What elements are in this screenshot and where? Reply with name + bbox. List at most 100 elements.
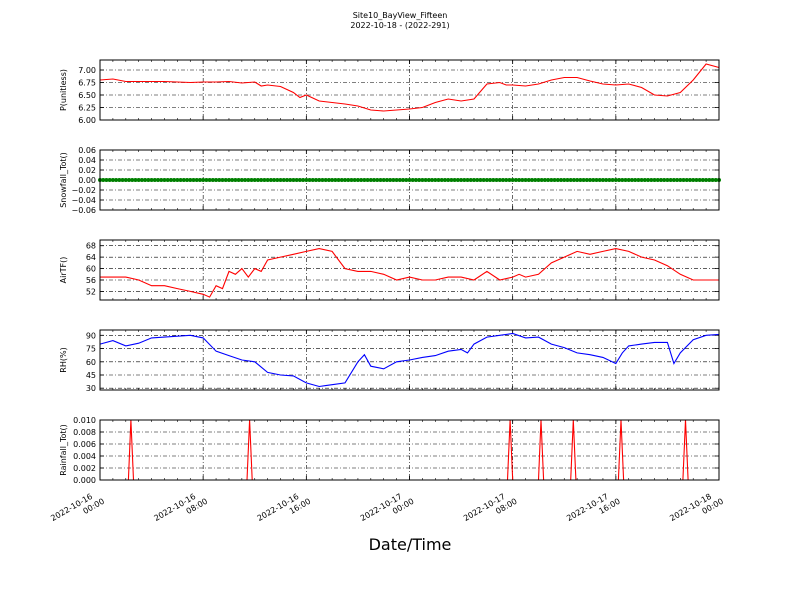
panel-4-ylabel: RH(%) — [59, 347, 68, 372]
panel-2-point — [536, 178, 541, 182]
panel-2-point — [268, 178, 273, 182]
panel-2-ylabel: Snowfall_Tot() — [59, 152, 68, 208]
panel-2-point — [375, 178, 380, 182]
panel-5-ytick-label: 0.004 — [73, 452, 96, 461]
panel-2-point — [700, 178, 705, 182]
panel-1-frame — [99, 59, 720, 121]
panel-2-point — [513, 178, 518, 182]
panel-2-point — [114, 178, 119, 182]
panel-2-point — [223, 178, 228, 182]
panel-2-point — [243, 178, 248, 182]
panel-2-point — [188, 178, 193, 182]
panel-2-point — [210, 178, 215, 182]
panel-2-point — [671, 178, 676, 182]
panel-3-ylabel: AirTF() — [59, 257, 68, 284]
panel-2-point — [365, 178, 370, 182]
panel-2-point — [510, 178, 515, 182]
panel-2-point — [359, 178, 364, 182]
panel-2-point — [349, 178, 354, 182]
panel-2-point — [455, 178, 460, 182]
panel-2-point — [468, 178, 473, 182]
panel-2-ytick-label: −0.02 — [71, 186, 96, 195]
panel-1-ytick-label: 7.00 — [78, 66, 96, 75]
panel-2-point — [194, 178, 199, 182]
panel-2-point — [494, 178, 499, 182]
panel-2-point — [275, 178, 280, 182]
panel-4-ytick-label: 90 — [86, 331, 96, 340]
panel-2-point — [607, 178, 612, 182]
panel-2-point — [326, 178, 331, 182]
panel-2-point — [230, 178, 235, 182]
panel-2-point — [697, 178, 702, 182]
panel-2-point — [120, 178, 125, 182]
x-tick-label: 2022-10-1600:00 — [49, 488, 106, 532]
panel-1-ylabel: P(unitless) — [59, 69, 68, 111]
panel-2-point — [346, 178, 351, 182]
panel-2-point — [220, 178, 225, 182]
panel-2-point — [407, 178, 412, 182]
panel-2-point — [343, 178, 348, 182]
x-axis-label: Date/Time — [368, 535, 452, 554]
x-tick-label: 2022-10-1616:00 — [256, 488, 313, 532]
panel-2-point — [517, 178, 522, 182]
panel-2-point — [504, 178, 509, 182]
panel-2-point — [110, 178, 115, 182]
x-tick-label: 2022-10-1708:00 — [462, 488, 519, 532]
panel-2-point — [665, 178, 670, 182]
panel-2-point — [133, 178, 138, 182]
panel-2-point — [704, 178, 709, 182]
panel-2-ytick-label: 0.00 — [78, 176, 96, 185]
panel-2-point — [546, 178, 551, 182]
panel-2-point — [594, 178, 599, 182]
panel-2-point — [291, 178, 296, 182]
panel-3-ytick-label: 64 — [86, 253, 96, 262]
x-tick-label: 2022-10-1700:00 — [359, 488, 416, 532]
panel-1-ytick-label: 6.25 — [78, 104, 96, 113]
panel-2-point — [568, 178, 573, 182]
panel-2-point — [597, 178, 602, 182]
panel-2-point — [307, 178, 312, 182]
panel-2-point — [675, 178, 680, 182]
panel-4-ytick-label: 45 — [86, 371, 96, 380]
panel-2-point — [284, 178, 289, 182]
x-tick-label: 2022-10-1800:00 — [668, 488, 725, 532]
panel-2-point — [478, 178, 483, 182]
panel-2-point — [146, 178, 151, 182]
panel-5-ylabel: Rainfall_Tot() — [59, 424, 68, 476]
panel-5-ytick-label: 0.008 — [73, 428, 96, 437]
panel-2-point — [591, 178, 596, 182]
panel-2-point — [236, 178, 241, 182]
panel-2-point — [314, 178, 319, 182]
panel-2-point — [497, 178, 502, 182]
panel-2-point — [484, 178, 489, 182]
panel-2-point — [426, 178, 431, 182]
panel-2-point — [623, 178, 628, 182]
panel-4-ytick-label: 60 — [86, 358, 96, 367]
panel-2-point — [320, 178, 325, 182]
panel-2-point — [394, 178, 399, 182]
panel-2-point — [559, 178, 564, 182]
panel-2-point — [571, 178, 576, 182]
panel-2-point — [562, 178, 567, 182]
panel-2-ytick-label: −0.06 — [71, 206, 96, 215]
panel-2-ytick-label: 0.06 — [78, 146, 96, 155]
panel-1-series-line — [99, 63, 720, 112]
panel-2-ytick-label: 0.02 — [78, 166, 96, 175]
panel-4-frame — [99, 329, 720, 391]
panel-2-point — [655, 178, 660, 182]
panel-2-point — [255, 178, 260, 182]
panel-3-ytick-label: 56 — [86, 276, 96, 285]
panel-2-point — [214, 178, 219, 182]
panel-2-point — [652, 178, 657, 182]
panel-2-point — [207, 178, 212, 182]
panel-2-point — [388, 178, 393, 182]
panel-2-point — [265, 178, 270, 182]
panel-2-point — [581, 178, 586, 182]
panel-2-frame — [99, 149, 720, 211]
panel-2-point — [262, 178, 267, 182]
panel-2-point — [159, 178, 164, 182]
panel-2-point — [617, 178, 622, 182]
panel-2-point — [552, 178, 557, 182]
panel-1-ytick-label: 6.75 — [78, 79, 96, 88]
